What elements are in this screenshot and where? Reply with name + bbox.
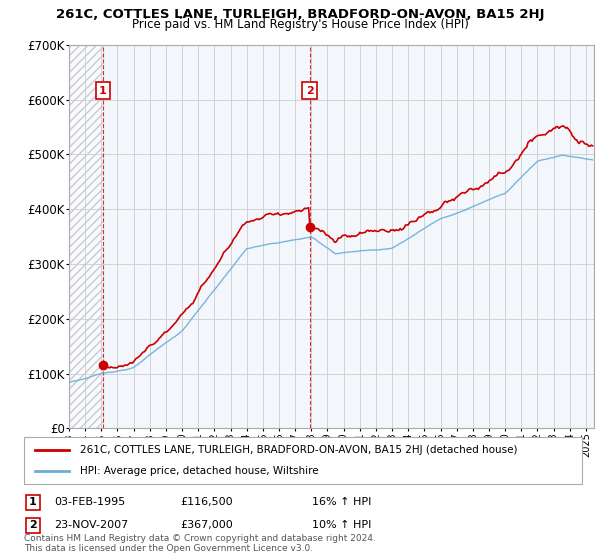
Text: 03-FEB-1995: 03-FEB-1995 — [54, 497, 125, 507]
Text: 10% ↑ HPI: 10% ↑ HPI — [312, 520, 371, 530]
Text: £116,500: £116,500 — [180, 497, 233, 507]
Text: 1: 1 — [99, 86, 107, 96]
Text: £367,000: £367,000 — [180, 520, 233, 530]
Text: Price paid vs. HM Land Registry's House Price Index (HPI): Price paid vs. HM Land Registry's House … — [131, 18, 469, 31]
Text: Contains HM Land Registry data © Crown copyright and database right 2024.
This d: Contains HM Land Registry data © Crown c… — [24, 534, 376, 553]
FancyBboxPatch shape — [24, 437, 582, 484]
Text: HPI: Average price, detached house, Wiltshire: HPI: Average price, detached house, Wilt… — [80, 466, 319, 476]
Text: 261C, COTTLES LANE, TURLEIGH, BRADFORD-ON-AVON, BA15 2HJ: 261C, COTTLES LANE, TURLEIGH, BRADFORD-O… — [56, 8, 544, 21]
Text: 23-NOV-2007: 23-NOV-2007 — [54, 520, 128, 530]
Text: 261C, COTTLES LANE, TURLEIGH, BRADFORD-ON-AVON, BA15 2HJ (detached house): 261C, COTTLES LANE, TURLEIGH, BRADFORD-O… — [80, 445, 517, 455]
Text: 16% ↑ HPI: 16% ↑ HPI — [312, 497, 371, 507]
Text: 2: 2 — [29, 520, 37, 530]
Text: 2: 2 — [306, 86, 314, 96]
Text: 1: 1 — [29, 497, 37, 507]
